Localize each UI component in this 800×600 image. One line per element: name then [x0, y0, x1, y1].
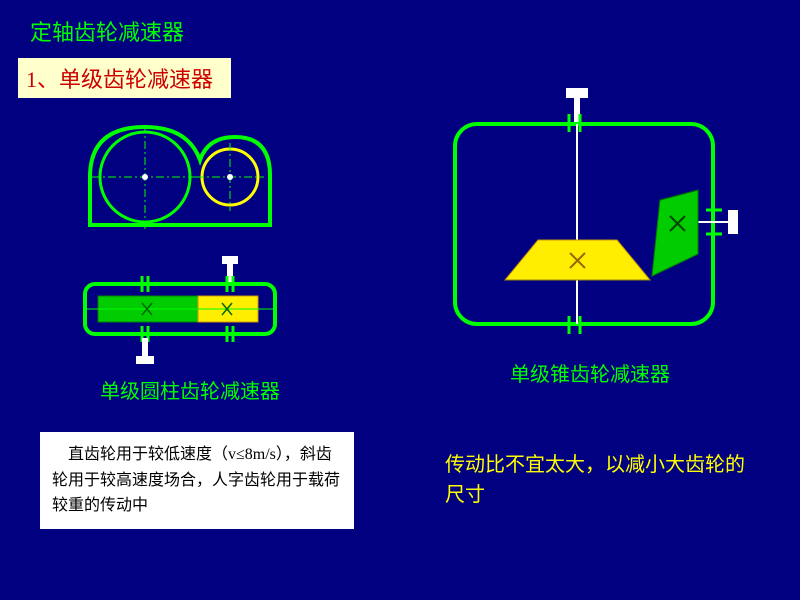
- shaft-cap-bottom: [136, 356, 154, 364]
- caption-bevel: 单级锥齿轮减速器: [470, 358, 710, 387]
- right-note: 传动比不宜太大，以减小大齿轮的尺寸: [445, 450, 745, 510]
- section-title: 1、单级齿轮减速器: [18, 58, 231, 98]
- shaft-cap-right: [728, 210, 738, 234]
- caption-cylindrical: 单级圆柱齿轮减速器: [80, 375, 300, 404]
- diagram-cylindrical-top: [70, 256, 290, 366]
- bevel-gear-small: [652, 190, 698, 276]
- diagram-cylindrical-front: [70, 115, 290, 240]
- diagram-bevel: [430, 88, 750, 358]
- note-box: 直齿轮用于较低速度（v≤8m/s），斜齿轮用于较高速度场合，人字齿轮用于载荷较重…: [40, 432, 354, 529]
- page-header: 定轴齿轮减速器: [30, 15, 184, 47]
